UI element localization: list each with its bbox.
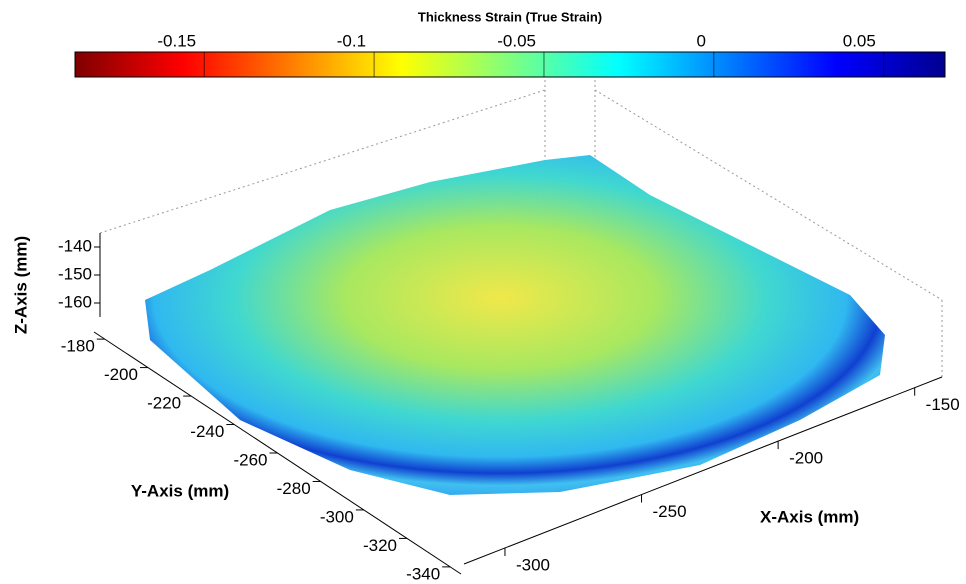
tick-label: -150 [926,395,960,414]
strain-surface [145,155,885,495]
axis-line [463,376,943,565]
colorbar-tick-label: -0.05 [497,31,536,50]
colorbar-tick-label: -0.1 [337,31,366,50]
z-axis-title: Z-Axis (mm) [11,236,30,334]
tick-label: -300 [516,555,550,574]
colorbar [74,51,946,78]
y-axis-title: Y-Axis (mm) [131,481,229,500]
tick-label: -220 [147,394,181,413]
colorbar-tick-label: 0 [696,31,705,50]
tick-label: -280 [277,479,311,498]
tick-label: -160 [58,292,92,311]
colorbar-title: Thickness Strain (True Strain) [418,9,602,24]
tick-label: -200 [789,449,823,468]
tick-label: -150 [58,264,92,283]
tick-label: -200 [104,365,138,384]
tick-label: -240 [190,422,224,441]
tick-label: -180 [61,337,95,356]
tick-label: -340 [406,564,440,583]
tick-label: -300 [320,507,354,526]
colorbar-tick-label: 0.05 [843,31,876,50]
tick-label: -140 [58,236,92,255]
tick-label: -250 [653,502,687,521]
colorbar-tick-label: -0.15 [157,31,196,50]
tick-label: -320 [363,536,397,555]
x-axis-title: X-Axis (mm) [760,507,859,526]
tick-label: -260 [233,450,267,469]
